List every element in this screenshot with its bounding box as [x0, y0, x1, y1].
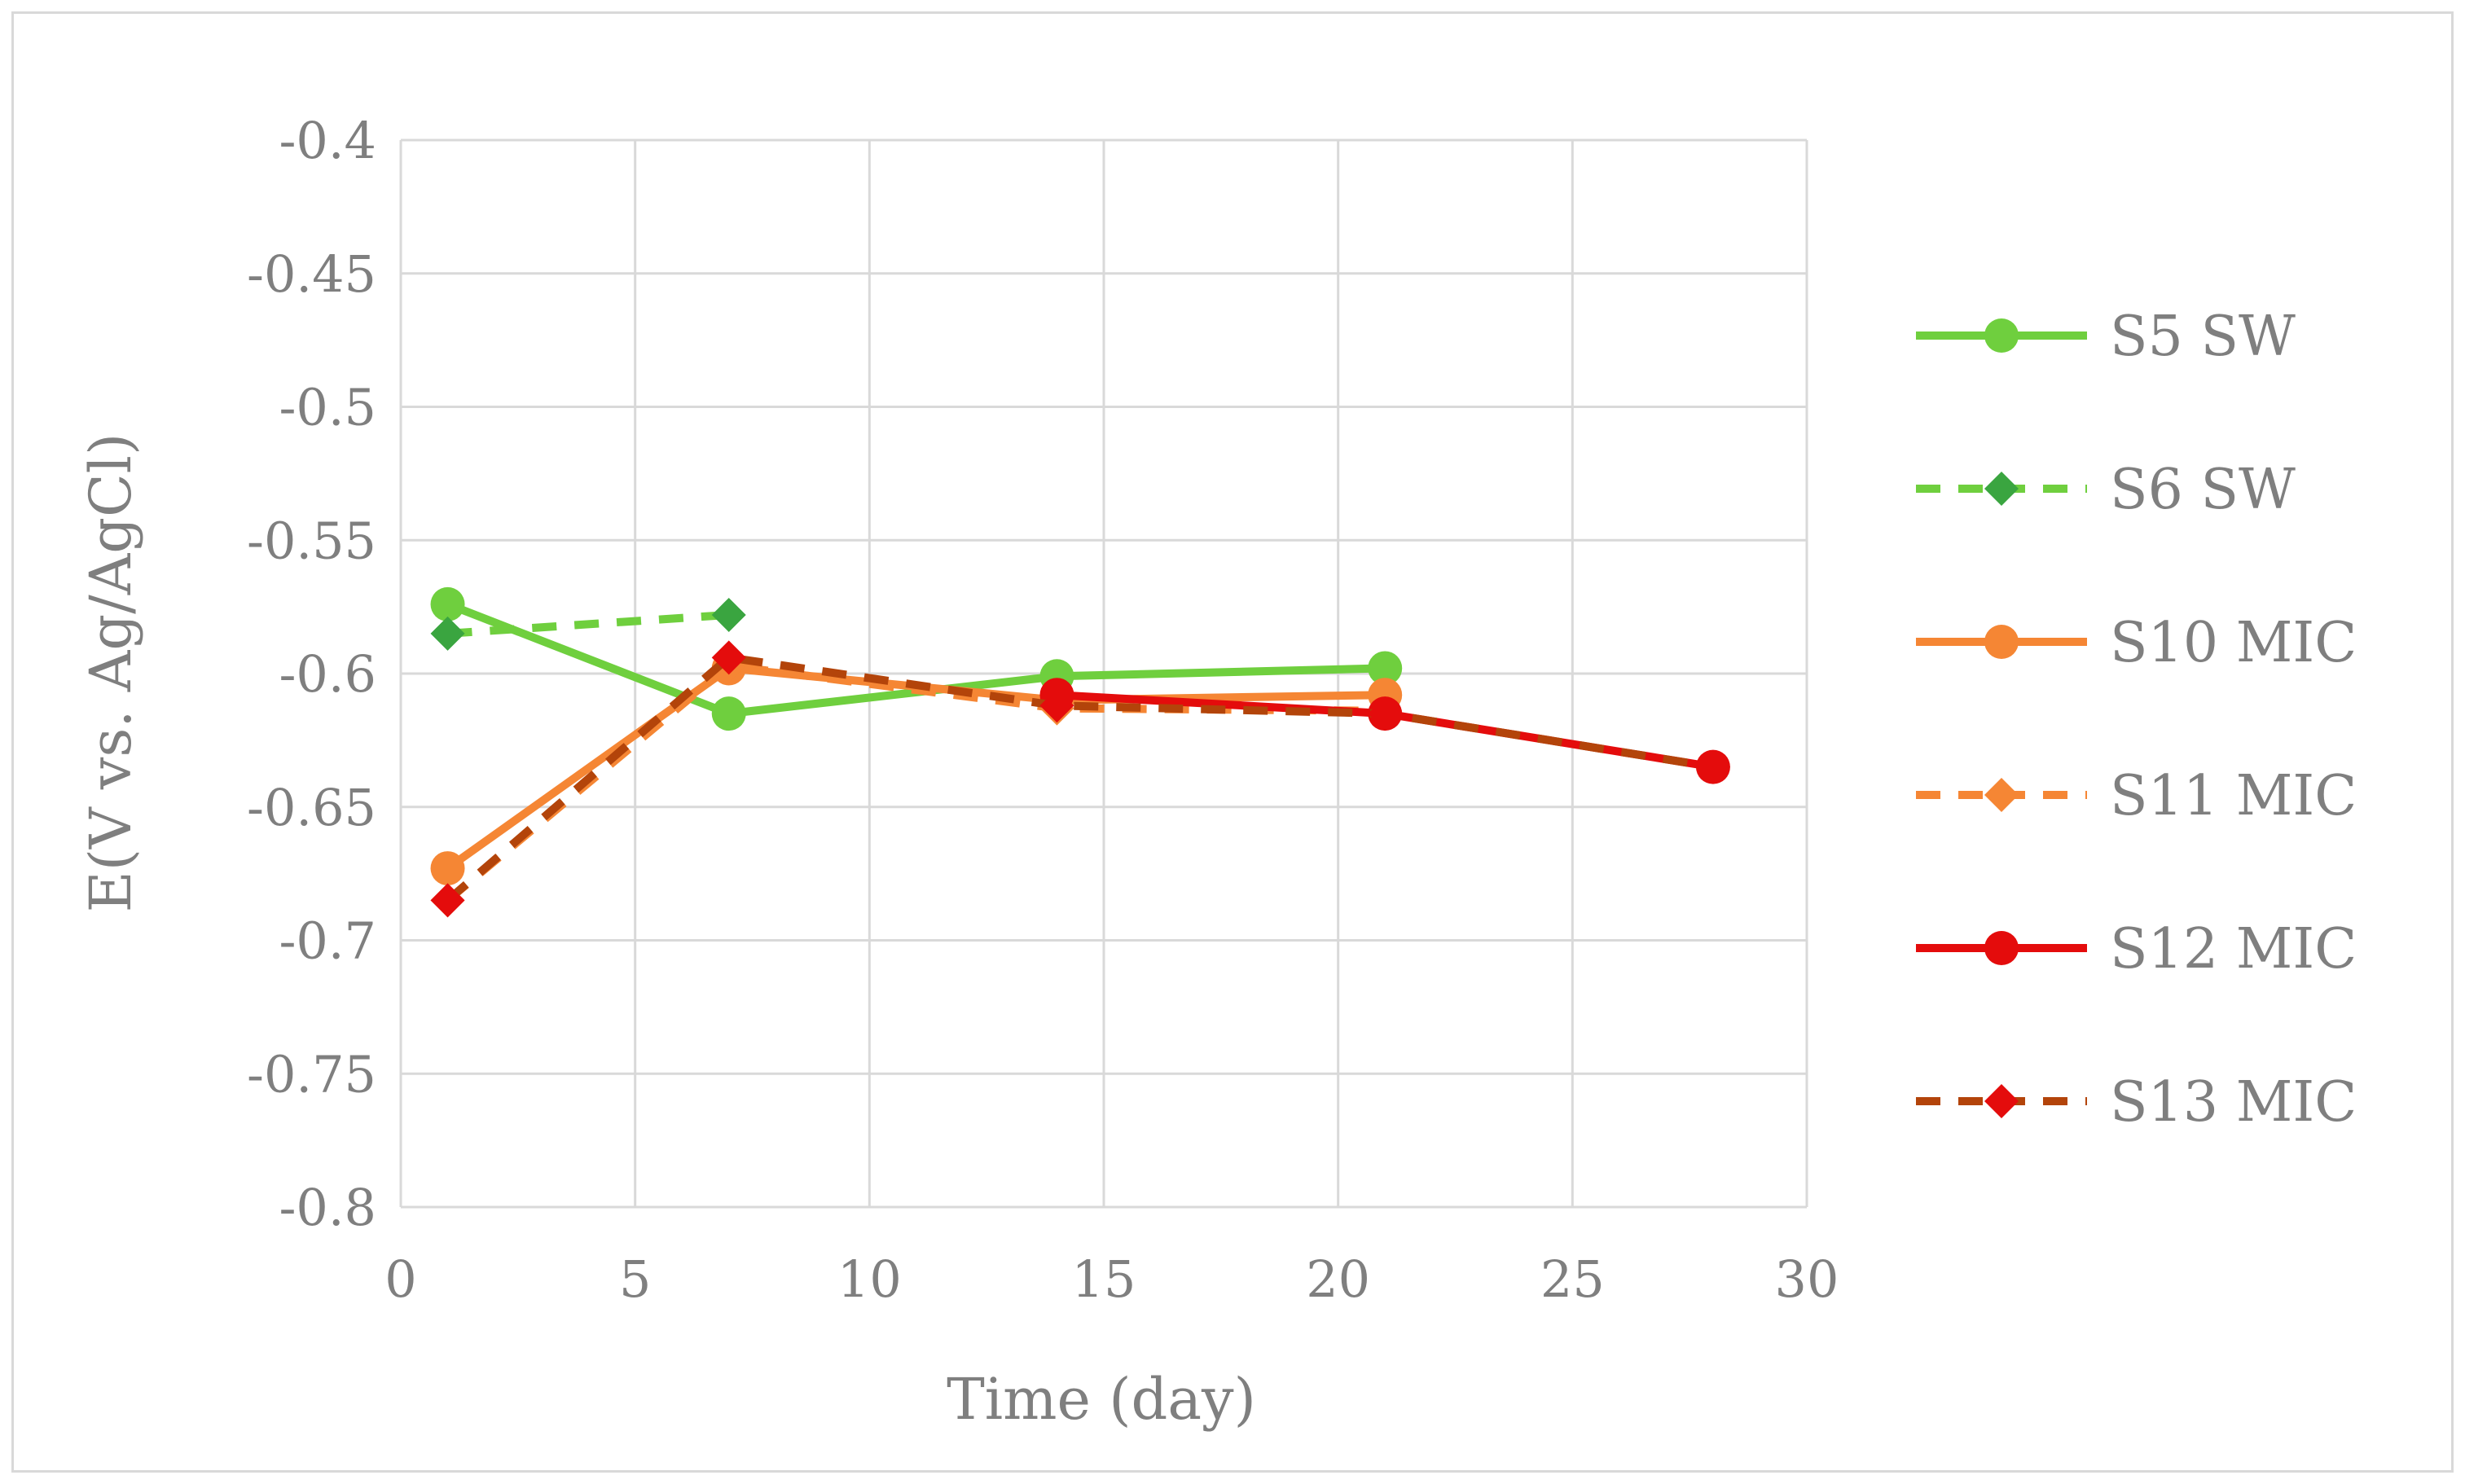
- series-line: [443, 664, 1390, 873]
- series-line: [447, 610, 730, 638]
- data-point: [1368, 696, 1403, 731]
- gridlines: [399, 138, 1808, 1209]
- data-point: [711, 640, 746, 675]
- y-axis-title: E(V vs. Ag/AgCl): [77, 433, 144, 913]
- y-tick-label: -0.4: [279, 111, 376, 170]
- series: [430, 640, 1730, 918]
- data-point: [1984, 472, 2019, 506]
- y-tick-label: -0.8: [279, 1178, 376, 1237]
- series: [430, 597, 746, 651]
- data-point: [430, 616, 465, 651]
- legend-item: S11 MIC: [1916, 764, 2357, 828]
- y-axis-ticks: -0.4 -0.45 -0.5 -0.55 -0.6 -0.65 -0.7 -0.75 -0.8: [247, 111, 376, 1237]
- data-point: [1984, 778, 2019, 812]
- legend-item: S13 MIC: [1916, 1070, 2357, 1135]
- data-point: [430, 851, 465, 886]
- y-tick-label: -0.65: [247, 778, 376, 837]
- x-tick-label: 0: [384, 1249, 416, 1309]
- data-point: [711, 597, 746, 632]
- data-point: [1984, 931, 2019, 965]
- data-point: [1984, 1084, 2019, 1118]
- data-point: [711, 696, 746, 731]
- legend-label: S10 MIC: [2110, 611, 2357, 675]
- x-tick-label: 30: [1775, 1249, 1839, 1309]
- x-tick-label: 5: [619, 1249, 651, 1309]
- series-lines: [430, 586, 1730, 918]
- legend-label: S6 SW: [2110, 458, 2296, 522]
- legend-label: S11 MIC: [2110, 764, 2357, 828]
- legend: S5 SW S6 SW S10 MIC S11 MIC S12 MIC S13 MIC: [1916, 305, 2357, 1135]
- x-tick-label: 10: [837, 1249, 902, 1309]
- chart-frame: [11, 11, 2454, 1473]
- data-point: [1368, 651, 1403, 686]
- data-point: [1984, 318, 2019, 353]
- y-tick-label: -0.6: [279, 644, 376, 704]
- data-point: [1984, 625, 2019, 659]
- y-tick-label: -0.7: [279, 911, 376, 971]
- x-axis-ticks: 0 5 10 15 20 25 30: [384, 1249, 1839, 1309]
- series-line: [443, 599, 1390, 718]
- data-point: [430, 586, 465, 621]
- legend-label: S12 MIC: [2110, 917, 2357, 981]
- legend-label: S5 SW: [2110, 305, 2296, 369]
- x-tick-label: 25: [1540, 1249, 1605, 1309]
- y-tick-label: -0.55: [247, 511, 376, 570]
- legend-item: S6 SW: [1916, 458, 2296, 522]
- y-tick-label: -0.75: [247, 1044, 376, 1104]
- legend-item: S10 MIC: [1916, 611, 2357, 675]
- x-tick-label: 15: [1072, 1249, 1136, 1309]
- data-point: [430, 883, 465, 918]
- x-axis-title: Time (day): [947, 1366, 1256, 1433]
- legend-item: S5 SW: [1916, 305, 2296, 369]
- legend-item: S12 MIC: [1916, 917, 2357, 981]
- data-point: [1695, 749, 1730, 784]
- y-tick-label: -0.45: [247, 244, 376, 304]
- x-tick-label: 20: [1306, 1249, 1370, 1309]
- y-tick-label: -0.5: [279, 378, 376, 437]
- legend-label: S13 MIC: [2110, 1070, 2357, 1135]
- data-point: [1039, 688, 1074, 723]
